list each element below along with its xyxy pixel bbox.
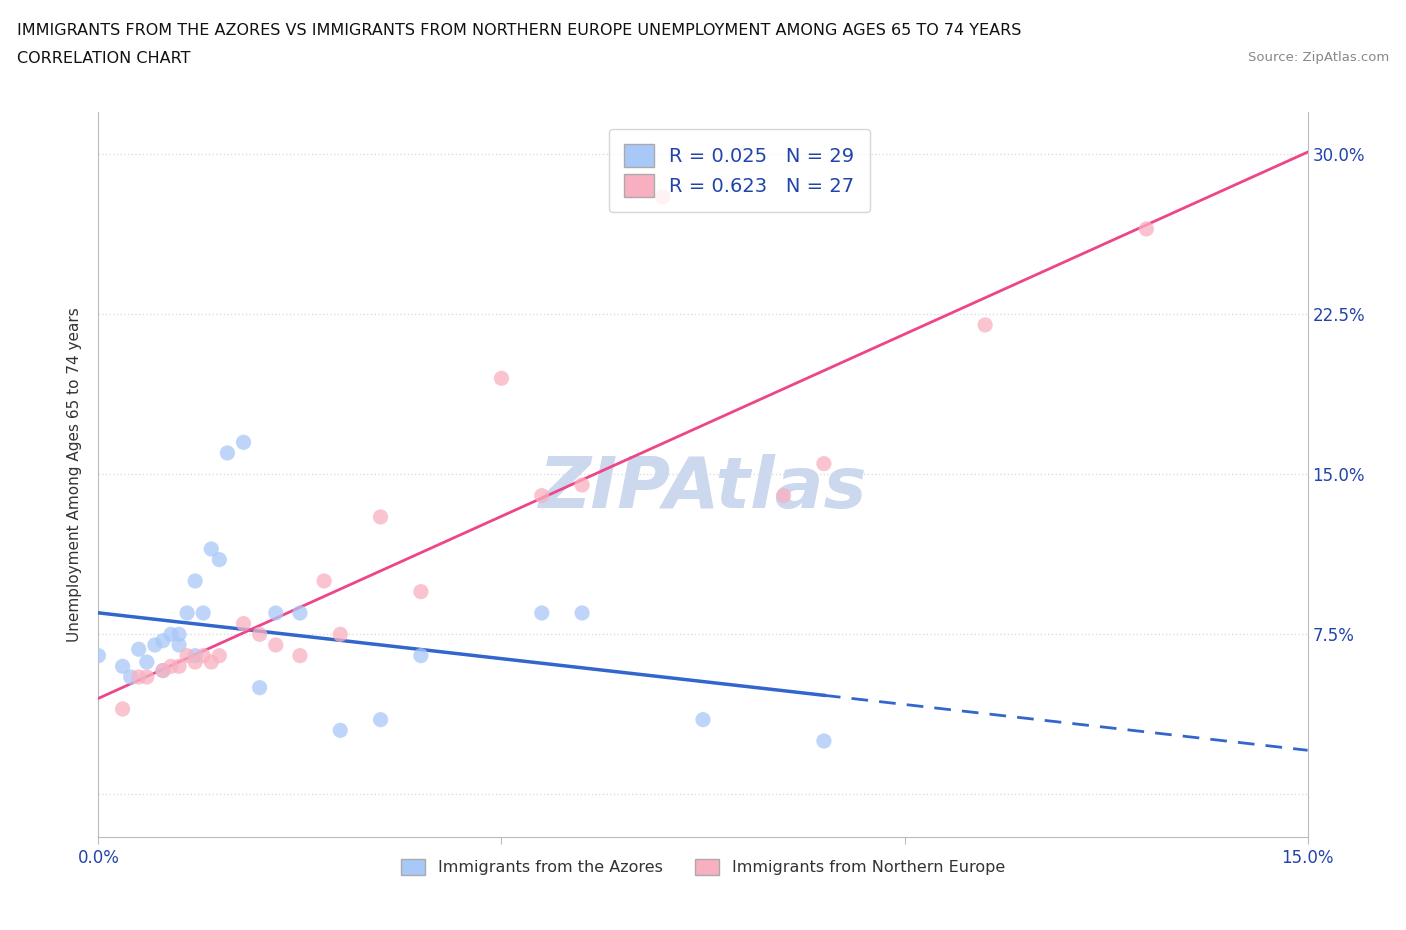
Point: [135, 670, 157, 684]
Point: [530, 488, 553, 503]
Point: [651, 190, 673, 205]
Text: ZIPAtlas: ZIPAtlas: [538, 455, 868, 524]
Y-axis label: Unemployment Among Ages 65 to 74 years: Unemployment Among Ages 65 to 74 years: [67, 307, 83, 642]
Point: [111, 658, 134, 673]
Point: [491, 371, 513, 386]
Point: [264, 638, 287, 653]
Point: [200, 655, 222, 670]
Point: [143, 638, 166, 653]
Point: [160, 658, 183, 673]
Point: [167, 627, 190, 642]
Point: [152, 663, 174, 678]
Point: [329, 627, 352, 642]
Text: Source: ZipAtlas.com: Source: ZipAtlas.com: [1249, 51, 1389, 64]
Point: [208, 648, 231, 663]
Point: [329, 723, 352, 737]
Point: [409, 648, 432, 663]
Point: [120, 670, 142, 684]
Point: [232, 617, 254, 631]
Point: [128, 642, 150, 657]
Point: [571, 477, 593, 492]
Point: [264, 605, 287, 620]
Point: [974, 317, 997, 332]
Point: [314, 574, 336, 589]
Point: [160, 627, 183, 642]
Text: IMMIGRANTS FROM THE AZORES VS IMMIGRANTS FROM NORTHERN EUROPE UNEMPLOYMENT AMONG: IMMIGRANTS FROM THE AZORES VS IMMIGRANTS…: [17, 23, 1021, 38]
Point: [193, 605, 215, 620]
Point: [288, 648, 311, 663]
Point: [232, 435, 254, 450]
Legend: Immigrants from the Azores, Immigrants from Northern Europe: Immigrants from the Azores, Immigrants f…: [394, 851, 1012, 884]
Point: [208, 552, 231, 567]
Point: [167, 638, 190, 653]
Point: [135, 655, 157, 670]
Point: [692, 712, 714, 727]
Point: [530, 605, 553, 620]
Point: [176, 605, 198, 620]
Point: [409, 584, 432, 599]
Point: [1135, 221, 1157, 236]
Point: [176, 648, 198, 663]
Point: [772, 488, 794, 503]
Point: [184, 655, 207, 670]
Point: [184, 574, 207, 589]
Point: [152, 633, 174, 648]
Point: [152, 663, 174, 678]
Point: [200, 541, 222, 556]
Point: [87, 648, 110, 663]
Point: [167, 658, 190, 673]
Point: [813, 457, 835, 472]
Point: [184, 648, 207, 663]
Point: [370, 712, 392, 727]
Point: [193, 648, 215, 663]
Point: [288, 605, 311, 620]
Text: CORRELATION CHART: CORRELATION CHART: [17, 51, 190, 66]
Point: [128, 670, 150, 684]
Point: [813, 734, 835, 749]
Point: [217, 445, 239, 460]
Point: [370, 510, 392, 525]
Point: [111, 701, 134, 716]
Point: [249, 627, 271, 642]
Point: [571, 605, 593, 620]
Point: [249, 680, 271, 695]
